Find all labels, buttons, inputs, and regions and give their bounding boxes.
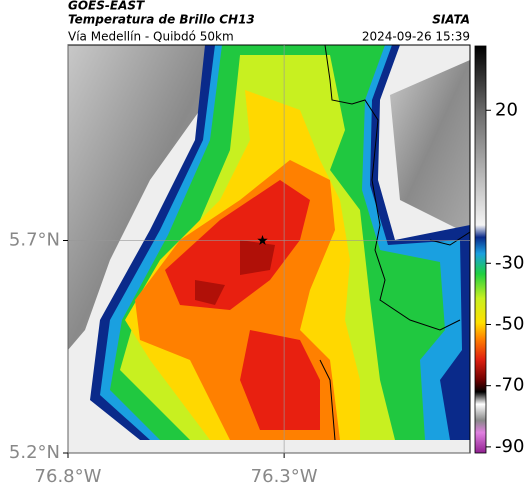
title: GOES-EAST <box>68 0 145 13</box>
x-tick-label: 76.3°W <box>251 466 318 487</box>
subtitle: Temperatura de Brillo CH13 <box>68 13 255 27</box>
timestamp: 2024-09-26 15:39 <box>362 30 470 44</box>
source: SIATA <box>432 13 470 27</box>
colorbar-tick-label: -90 <box>495 436 524 457</box>
colorbar <box>474 45 487 454</box>
location-marker <box>257 235 268 245</box>
colorbar-tick-label: 20 <box>495 99 518 120</box>
x-tick-label: 76.8°W <box>35 466 102 487</box>
colorbar-tick-label: -50 <box>495 313 524 334</box>
region: Vía Medellín - Quibdó 50km <box>68 30 234 44</box>
colorbar-tick-label: -70 <box>495 375 524 396</box>
y-tick-label: 5.7°N <box>9 230 60 251</box>
satellite-image <box>68 45 470 453</box>
colorbar-tick-label: -30 <box>495 252 524 273</box>
y-tick-label: 5.2°N <box>9 442 60 463</box>
